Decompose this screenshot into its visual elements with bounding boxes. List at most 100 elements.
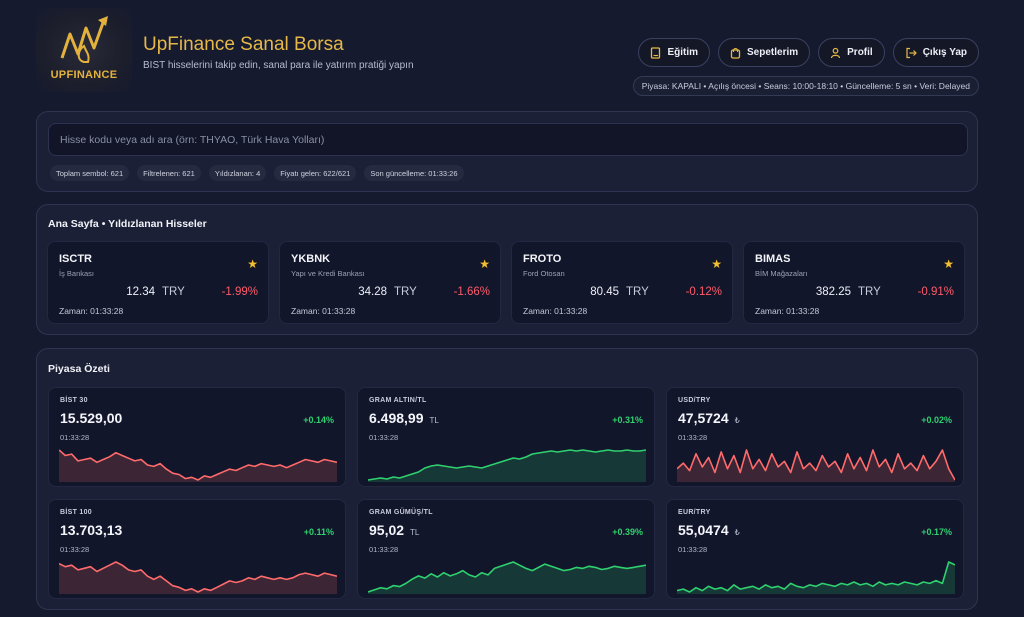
market-value-number: 47,5724 <box>678 410 729 426</box>
sparkline-line <box>677 561 955 593</box>
favorite-time: Zaman: 01:33:28 <box>755 306 820 316</box>
favorite-symbol: YKBNK <box>291 253 331 265</box>
favorite-card-isctr[interactable]: ISCTR İş Bankası ★ 12.34 TRY -1.99% Zama… <box>47 241 269 324</box>
market-value: 55,0474 ₺ <box>678 522 740 538</box>
star-icon[interactable]: ★ <box>943 257 954 271</box>
stat-priced: Fiyatı gelen: 622/621 <box>274 165 357 181</box>
profile-button[interactable]: Profil <box>818 38 885 67</box>
market-value: 15.529,00 <box>60 410 128 426</box>
user-icon <box>831 47 841 58</box>
sparkline-line <box>368 449 646 481</box>
sparkline-chart <box>59 449 337 482</box>
app-header: UPFINANCE UpFinance Sanal Borsa BIST his… <box>0 0 1024 106</box>
favorite-change: -0.91% <box>917 286 954 298</box>
market-value: 6.498,99 TL <box>369 410 439 426</box>
favorite-symbol: FROTO <box>523 253 562 265</box>
market-name: USD/TRY <box>678 397 711 404</box>
market-change: +0.39% <box>612 527 643 537</box>
favorite-time: Zaman: 01:33:28 <box>523 306 588 316</box>
favorite-card-froto[interactable]: FROTO Ford Otosan ★ 80.45 TRY -0.12% Zam… <box>511 241 733 324</box>
market-value-number: 13.703,13 <box>60 522 123 538</box>
market-status-badge: Piyasa: KAPALI • Açılış öncesi • Seans: … <box>632 76 979 96</box>
market-card-eurtry[interactable]: EUR/TRY 55,0474 ₺ +0.17% 01:33:28 <box>666 499 964 599</box>
market-card-gram-gold[interactable]: GRAM ALTIN/TL 6.498,99 TL +0.31% 01:33:28 <box>357 387 655 487</box>
favorite-company-name: BİM Mağazaları <box>755 269 808 278</box>
market-value-number: 55,0474 <box>678 522 729 538</box>
profile-label: Profil <box>847 47 873 58</box>
market-name: EUR/TRY <box>678 509 711 516</box>
stats-row: Toplam sembol: 621 Filtrelenen: 621 Yıld… <box>50 165 464 181</box>
favorite-card-bimas[interactable]: BIMAS BİM Mağazaları ★ 382.25 TRY -0.91%… <box>743 241 965 324</box>
market-card-usdtry[interactable]: USD/TRY 47,5724 ₺ +0.02% 01:33:28 <box>666 387 964 487</box>
market-unit: TL <box>429 416 439 425</box>
market-name: GRAM ALTIN/TL <box>369 397 427 404</box>
market-value: 47,5724 ₺ <box>678 410 740 426</box>
sparkline-chart <box>59 561 337 594</box>
market-grid: BİST 30 15.529,00 +0.14% 01:33:28 GRAM A… <box>48 387 964 599</box>
favorite-change: -1.66% <box>453 286 490 298</box>
market-unit: ₺ <box>734 416 740 425</box>
favorite-price: 34.28 <box>358 286 387 298</box>
market-card-gram-silver[interactable]: GRAM GÜMÜŞ/TL 95,02 TL +0.39% 01:33:28 <box>357 499 655 599</box>
market-card-bist30[interactable]: BİST 30 15.529,00 +0.14% 01:33:28 <box>48 387 346 487</box>
app-title: UpFinance Sanal Borsa <box>143 34 344 55</box>
favorite-symbol: BIMAS <box>755 253 791 265</box>
sparkline-area <box>677 562 955 594</box>
market-value-number: 15.529,00 <box>60 410 123 426</box>
favorite-price: 12.34 <box>126 286 155 298</box>
favorite-symbol: ISCTR <box>59 253 92 265</box>
market-card-bist100[interactable]: BİST 100 13.703,13 +0.11% 01:33:28 <box>48 499 346 599</box>
favorite-time: Zaman: 01:33:28 <box>291 306 356 316</box>
stat-last-update: Son güncelleme: 01:33:26 <box>364 165 464 181</box>
favorite-currency: TRY <box>394 286 417 298</box>
favorite-price: 382.25 <box>815 286 851 298</box>
baskets-label: Sepetlerim <box>747 47 799 58</box>
logout-button[interactable]: Çıkış Yap <box>892 38 979 67</box>
stat-total-symbols: Toplam sembol: 621 <box>50 165 130 181</box>
logo[interactable]: UPFINANCE <box>36 8 132 92</box>
favorite-card-ykbnk[interactable]: YKBNK Yapı ve Kredi Bankası ★ 34.28 TRY … <box>279 241 501 324</box>
favorite-change: -1.99% <box>221 286 258 298</box>
favorites-list: ISCTR İş Bankası ★ 12.34 TRY -1.99% Zama… <box>47 241 965 324</box>
favorite-company-name: İş Bankası <box>59 269 95 278</box>
stat-starred: Yıldızlanan: 4 <box>208 165 267 181</box>
market-value: 95,02 TL <box>369 522 419 538</box>
app-subtitle: BIST hisselerini takip edin, sanal para … <box>143 60 414 71</box>
sparkline-line <box>59 449 337 481</box>
market-time: 01:33:28 <box>678 545 708 554</box>
market-value: 13.703,13 <box>60 522 128 538</box>
search-panel: Toplam sembol: 621 Filtrelenen: 621 Yıld… <box>36 111 978 192</box>
market-name: GRAM GÜMÜŞ/TL <box>369 509 433 516</box>
education-button[interactable]: Eğitim <box>638 38 710 67</box>
star-icon[interactable]: ★ <box>711 257 722 271</box>
favorite-currency: TRY <box>858 286 881 298</box>
market-unit: TL <box>410 528 420 537</box>
market-time: 01:33:28 <box>60 433 90 442</box>
favorite-time: Zaman: 01:33:28 <box>59 306 124 316</box>
stat-filtered: Filtrelenen: 621 <box>137 165 201 181</box>
favorites-panel: Ana Sayfa • Yıldızlanan Hisseler ISCTR İ… <box>36 204 978 335</box>
top-nav: Eğitim Sepetlerim Profil Çıkış Yap <box>638 38 979 67</box>
sparkline-area <box>677 450 955 482</box>
sparkline-area <box>59 562 337 594</box>
favorite-company-name: Yapı ve Kredi Bankası <box>291 269 365 278</box>
logout-label: Çıkış Yap <box>922 47 967 58</box>
market-time: 01:33:28 <box>60 545 90 554</box>
market-time: 01:33:28 <box>369 433 399 442</box>
market-value-number: 6.498,99 <box>369 410 424 426</box>
search-input[interactable] <box>48 123 968 156</box>
favorite-change: -0.12% <box>685 286 722 298</box>
sparkline-chart <box>368 561 646 594</box>
logout-icon <box>906 47 917 58</box>
star-icon[interactable]: ★ <box>479 257 490 271</box>
market-time: 01:33:28 <box>678 433 708 442</box>
favorite-currency: TRY <box>162 286 185 298</box>
favorites-title: Ana Sayfa • Yıldızlanan Hisseler <box>48 218 207 230</box>
sparkline-area <box>59 450 337 482</box>
market-unit: ₺ <box>734 528 740 537</box>
market-summary-title: Piyasa Özeti <box>48 363 110 375</box>
market-name: BİST 100 <box>60 509 92 516</box>
baskets-button[interactable]: Sepetlerim <box>718 38 811 67</box>
market-change: +0.14% <box>303 415 334 425</box>
star-icon[interactable]: ★ <box>247 257 258 271</box>
